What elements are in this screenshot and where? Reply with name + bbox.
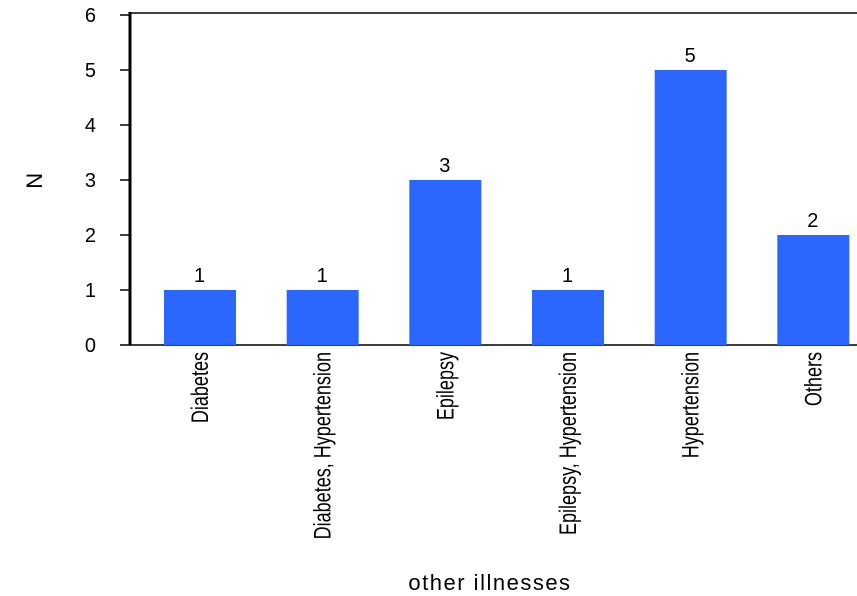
data-label: 5 <box>685 45 697 67</box>
x-tick-label: Diabetes, Hypertension <box>309 352 336 539</box>
bar <box>654 70 727 345</box>
bar <box>532 290 604 345</box>
data-label: 1 <box>562 265 574 287</box>
y-tick-label: 3 <box>85 170 97 192</box>
bar <box>409 180 482 345</box>
axes <box>120 12 857 346</box>
y-tick-label: 0 <box>85 335 97 357</box>
data-label: 1 <box>194 265 206 287</box>
y-tick-label: 2 <box>85 225 97 247</box>
bar <box>777 235 850 345</box>
y-tick-label: 4 <box>85 115 97 137</box>
y-tick-label: 5 <box>85 60 97 82</box>
data-label: 2 <box>807 210 819 232</box>
labels: 0 1 2 3 4 5 6 1 Diabetes 1 Diabetes, Hypertension 3… <box>85 5 827 539</box>
x-tick-label: Epilepsy, Hypertension <box>554 352 581 535</box>
x-tick-label: Diabetes <box>186 352 213 423</box>
x-tick-label: Others <box>800 352 827 406</box>
x-tick-label: Epilepsy <box>432 352 459 420</box>
bar <box>286 290 359 345</box>
y-tick-label: 1 <box>85 280 97 302</box>
x-tick-label: Hypertension <box>677 352 704 458</box>
bar <box>164 290 236 345</box>
bars <box>164 70 850 345</box>
data-label: 1 <box>317 265 329 287</box>
x-axis-title: other illnesses <box>408 570 571 595</box>
y-tick-label: 6 <box>85 5 97 27</box>
data-label: 3 <box>439 155 451 177</box>
y-axis-title: N <box>22 171 47 188</box>
